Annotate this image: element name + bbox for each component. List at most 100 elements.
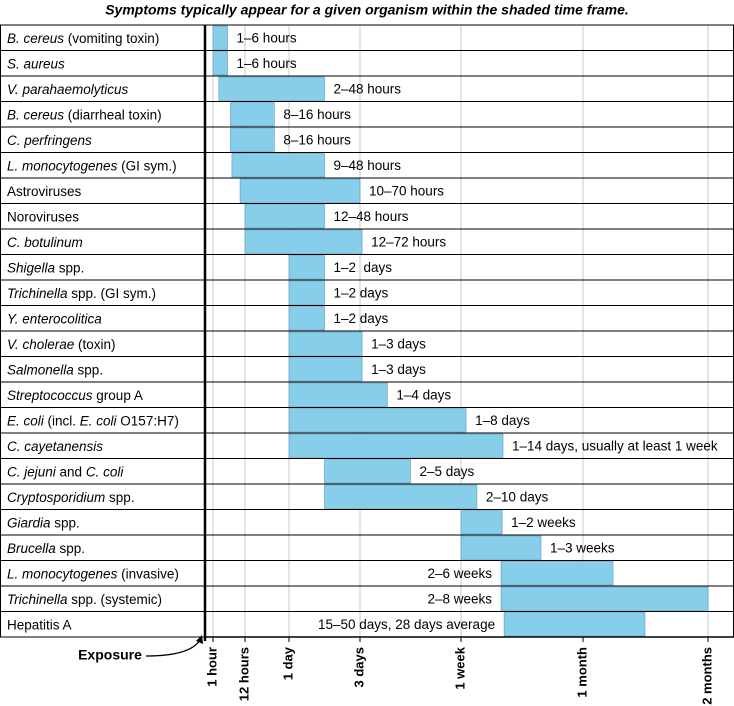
bar xyxy=(288,306,325,331)
row-label: C. botulinum xyxy=(7,234,83,249)
range-label: 2–5 days xyxy=(420,464,475,479)
range-label: 1–2 days xyxy=(334,311,389,326)
row-label-part: O157:H7) xyxy=(117,413,179,428)
row-label: Trichinella spp. (GI sym.) xyxy=(7,285,156,300)
x-tick-label: 12 hours xyxy=(236,647,251,701)
row-label-part: (invasive) xyxy=(117,566,179,581)
row-label-part: Astroviruses xyxy=(7,183,82,198)
row-label-part: (incl. xyxy=(44,413,80,428)
row-label: E. coli (incl. E. coli O157:H7) xyxy=(7,413,179,428)
range-label: 1–2 weeks xyxy=(511,515,576,530)
range-label: 8–16 hours xyxy=(283,107,351,122)
chart-title: Symptoms typically appear for a given or… xyxy=(105,2,629,18)
row-label: B. cereus (diarrheal toxin) xyxy=(7,107,162,122)
x-tick-label: 1 week xyxy=(452,646,467,689)
row-label: Giardia spp. xyxy=(7,515,80,530)
row-label-part: C. cayetanensis xyxy=(7,438,103,453)
row-label-part: Streptococcus xyxy=(7,387,93,402)
row-label-part: B. cereus xyxy=(7,107,64,122)
bar xyxy=(218,76,325,101)
row-label-part: Hepatitis A xyxy=(7,617,72,632)
row-label: Streptococcus group A xyxy=(7,387,143,402)
bar xyxy=(288,382,388,407)
range-label: 1–3 days xyxy=(371,362,426,377)
range-label: 12–48 hours xyxy=(334,209,409,224)
range-label: 9–48 hours xyxy=(334,158,402,173)
row-label-part: spp. (systemic) xyxy=(68,591,163,606)
row-label-part: Y. enterocolitica xyxy=(7,311,102,326)
exposure-label: Exposure xyxy=(78,647,142,663)
bar xyxy=(460,510,503,535)
x-tick-label: 3 days xyxy=(351,647,366,687)
x-tick-label: 1 day xyxy=(280,646,295,680)
exposure-arrow xyxy=(145,639,201,657)
row-label: C. perfringens xyxy=(7,132,92,147)
bar xyxy=(288,357,363,382)
row-label-part: (diarrheal toxin) xyxy=(64,107,162,122)
row-label: Trichinella spp. (systemic) xyxy=(7,591,162,606)
row-label-part: spp. (GI sym.) xyxy=(68,285,157,300)
bar xyxy=(324,459,411,484)
bar xyxy=(500,561,614,586)
bar xyxy=(212,25,228,50)
row-label: Astroviruses xyxy=(7,183,82,198)
range-label: 15–50 days, 28 days average xyxy=(318,617,495,632)
row-label: Brucella spp. xyxy=(7,540,85,555)
range-label: 1–3 weeks xyxy=(550,540,615,555)
row-label-part: (GI sym.) xyxy=(117,158,176,173)
range-label: 1–4 days xyxy=(396,387,451,402)
row-label: Salmonella spp. xyxy=(7,362,103,377)
row-label: Noroviruses xyxy=(7,209,79,224)
range-label: 1–2 days xyxy=(334,260,393,275)
row-label-part: and xyxy=(56,464,86,479)
row-label-part: spp. xyxy=(74,362,103,377)
row-label-part: Cryptosporidium xyxy=(7,489,105,504)
row-label: Y. enterocolitica xyxy=(7,311,102,326)
row-label-part: C. jejuni xyxy=(7,464,57,479)
row-label: L. monocytogenes (invasive) xyxy=(7,566,179,581)
row-label-part: (vomiting toxin) xyxy=(64,30,159,45)
row-label-part: C. botulinum xyxy=(7,234,83,249)
bar xyxy=(239,178,361,203)
row-label-part: Shigella xyxy=(7,260,56,275)
range-label: 1–14 days, usually at least 1 week xyxy=(512,438,718,453)
row-label-part: Salmonella xyxy=(7,362,74,377)
range-label: 2–48 hours xyxy=(334,81,402,96)
bar xyxy=(288,331,363,356)
bar xyxy=(288,280,325,305)
range-label: 1–8 days xyxy=(475,413,530,428)
bar xyxy=(288,255,325,280)
row-label: L. monocytogenes (GI sym.) xyxy=(7,158,177,173)
bar xyxy=(288,433,504,458)
row-label-part: Giardia xyxy=(7,515,51,530)
row-label: V. cholerae (toxin) xyxy=(7,336,116,351)
row-label-part: C. coli xyxy=(86,464,125,479)
row-label: V. parahaemolyticus xyxy=(7,81,129,96)
row-label-part: L. monocytogenes xyxy=(7,158,118,173)
range-label: 8–16 hours xyxy=(283,132,351,147)
row-label-part: E. coli xyxy=(7,413,45,428)
row-label: Shigella spp. xyxy=(7,260,84,275)
row-label: S. aureus xyxy=(7,56,65,71)
bar xyxy=(500,586,709,611)
row-label-part: L. monocytogenes xyxy=(7,566,118,581)
bar xyxy=(230,102,275,127)
row-label-part: spp. xyxy=(55,260,84,275)
range-label: 1–2 days xyxy=(334,285,389,300)
bar xyxy=(231,153,325,178)
bar xyxy=(244,204,325,229)
range-label: 1–3 days xyxy=(371,336,426,351)
row-label: Cryptosporidium spp. xyxy=(7,489,135,504)
bar xyxy=(230,127,275,152)
range-label: 1–6 hours xyxy=(237,30,297,45)
row-label-part: Trichinella xyxy=(7,285,68,300)
row-label-part: E. coli xyxy=(80,413,118,428)
row-label-part: Trichinella xyxy=(7,591,68,606)
row-label-part: spp. xyxy=(105,489,134,504)
bar xyxy=(503,612,646,637)
row-label-part: V. cholerae xyxy=(7,336,74,351)
x-tick-label: 1 month xyxy=(574,647,589,698)
bar xyxy=(460,535,542,560)
row-label: B. cereus (vomiting toxin) xyxy=(7,30,159,45)
